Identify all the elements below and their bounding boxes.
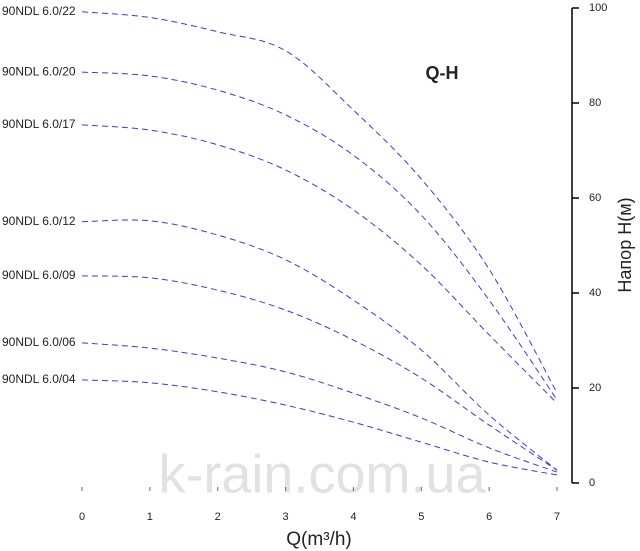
series-label: 90NDL 6.0/04 <box>2 372 76 386</box>
x-tick-label: 1 <box>147 511 153 523</box>
x-tick-label: 6 <box>486 511 492 523</box>
series-label: 90NDL 6.0/06 <box>2 335 76 349</box>
series-label: 90NDL 6.0/12 <box>2 214 76 228</box>
x-tick-label: 4 <box>350 511 356 523</box>
curve <box>81 219 558 471</box>
x-axis-label: Q(m³/h) <box>286 529 351 550</box>
series-label: 90NDL 6.0/20 <box>2 64 76 78</box>
x-tick-label: 5 <box>418 511 424 523</box>
chart-title: Q-H <box>426 63 459 83</box>
y-tick-label: 0 <box>589 477 595 489</box>
y-tick-label: 20 <box>589 382 601 394</box>
x-tick-label: 0 <box>79 511 85 523</box>
x-tick-label: 7 <box>554 511 560 523</box>
watermark: k-rain.com.ua <box>158 444 486 504</box>
curve <box>81 342 558 473</box>
y-tick-label: 60 <box>589 192 601 204</box>
series-label: 90NDL 6.0/22 <box>2 4 76 18</box>
x-tick-label: 3 <box>283 511 289 523</box>
curve <box>81 71 558 401</box>
y-tick-label: 40 <box>589 287 601 299</box>
y-axis-label: Напор Н(м) <box>615 197 635 292</box>
y-tick-label: 100 <box>589 2 607 14</box>
x-tick-label: 2 <box>215 511 221 523</box>
curve <box>81 379 558 476</box>
y-tick-label: 80 <box>589 97 601 109</box>
curve <box>81 124 558 404</box>
series-label: 90NDL 6.0/17 <box>2 117 76 131</box>
curve <box>81 11 558 393</box>
series-label: 90NDL 6.0/09 <box>2 268 76 282</box>
curve <box>81 275 558 471</box>
